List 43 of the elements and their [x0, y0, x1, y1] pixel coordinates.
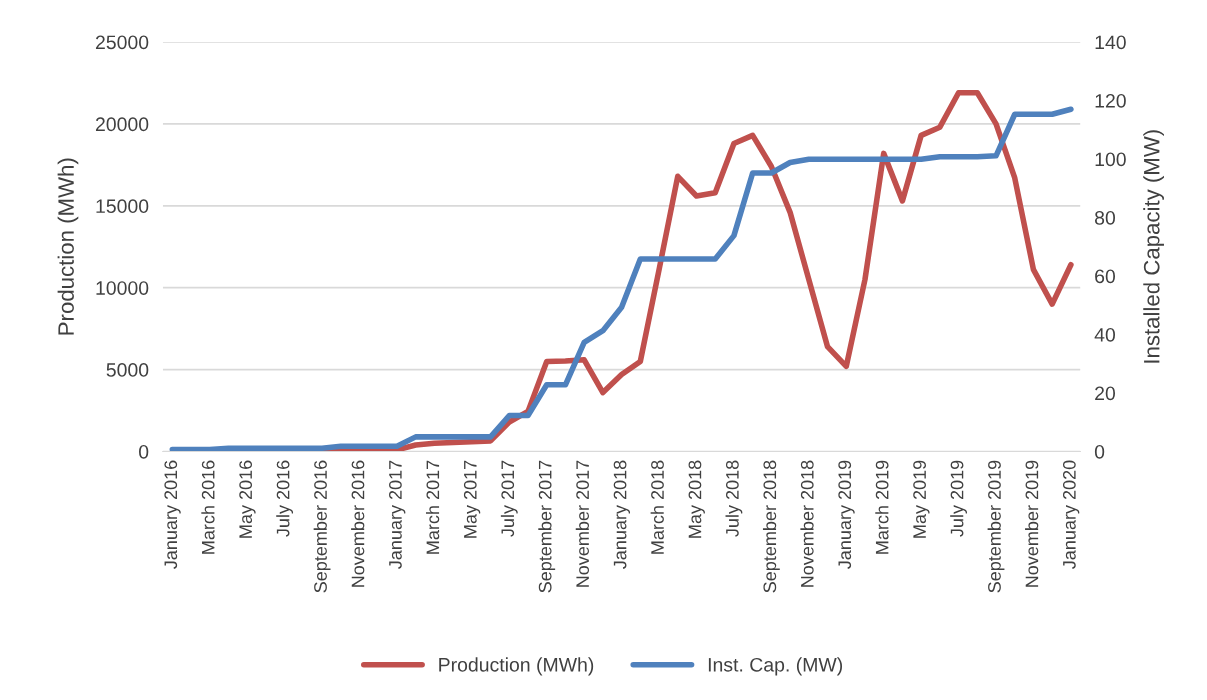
x-tick-label: March 2018 — [650, 460, 664, 554]
y-tick-label: 5000 — [106, 363, 149, 377]
x-tick-label: January 2020 — [1062, 460, 1080, 569]
x-tick-label: March 2019 — [875, 460, 889, 554]
legend-label: Production (MWh) — [439, 657, 594, 676]
x-tick-label: January 2017 — [389, 460, 406, 569]
legend-label: Inst. Cap. (MW) — [708, 657, 843, 676]
y-tick-label: 0 — [139, 444, 149, 459]
x-tick-label: September 2019 — [987, 460, 1005, 593]
x-tick-label: November 2016 — [351, 460, 365, 587]
x-tick-label: September 2017 — [538, 460, 556, 593]
x-tick-label: May 2016 — [239, 460, 256, 538]
x-tick-label: May 2019 — [913, 460, 930, 538]
y2-tick-label: 140 — [1095, 35, 1126, 50]
y2-tick-label: 60 — [1095, 269, 1116, 284]
y2-tick-label: 20 — [1095, 386, 1116, 401]
x-tick-label: July 2018 — [725, 460, 743, 537]
y-tick-label: 25000 — [95, 35, 149, 50]
x-tick-label: September 2018 — [762, 460, 780, 593]
x-tick-label: November 2017 — [575, 460, 590, 587]
y2-tick-label: 100 — [1095, 152, 1126, 167]
y-tick-label: 20000 — [95, 117, 149, 132]
x-tick-label: July 2019 — [950, 460, 967, 537]
x-tick-label: November 2019 — [1025, 460, 1039, 587]
y-tick-label: 15000 — [96, 199, 149, 214]
y2-tick-label: 40 — [1094, 327, 1116, 342]
x-tick-label: March 2017 — [425, 460, 440, 554]
x-tick-label: November 2018 — [800, 460, 814, 587]
y2-axis-title: Installed Capacity (MW) — [1143, 130, 1164, 363]
x-tick-label: March 2016 — [201, 460, 215, 554]
x-tick-label: January 2018 — [613, 460, 631, 569]
x-tick-label: May 2017 — [463, 460, 481, 538]
x-tick-label: May 2018 — [688, 460, 705, 538]
x-tick-label: September 2016 — [313, 460, 331, 593]
x-tick-label: January 2016 — [164, 460, 181, 569]
y-axis-title: Production (MWh) — [57, 158, 79, 335]
y2-tick-label: 80 — [1095, 210, 1116, 225]
x-tick-label: July 2017 — [500, 460, 518, 537]
y2-tick-label: 0 — [1094, 444, 1105, 459]
x-tick-label: January 2019 — [838, 460, 855, 569]
y-tick-label: 10000 — [96, 281, 149, 295]
y2-tick-label: 120 — [1095, 93, 1126, 108]
x-tick-label: July 2016 — [276, 460, 294, 537]
